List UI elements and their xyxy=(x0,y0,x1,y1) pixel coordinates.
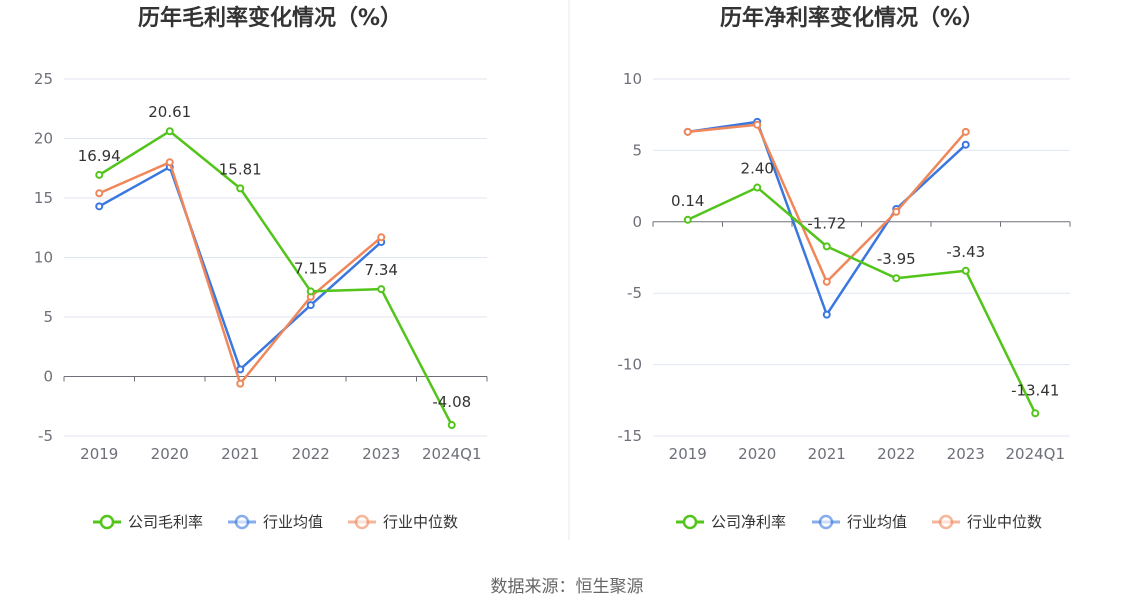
y-tick-label: -10 xyxy=(618,356,643,374)
data-point xyxy=(961,127,970,136)
y-tick-label: 5 xyxy=(43,308,53,326)
series-line xyxy=(98,161,383,385)
legend-marker-icon xyxy=(818,514,834,530)
legend-marker-icon xyxy=(99,514,115,530)
data-label: 7.34 xyxy=(365,261,398,279)
data-label: -1.72 xyxy=(807,214,846,232)
data-point xyxy=(683,127,692,136)
gross-margin-chart: 历年毛利率变化情况（%） -5 0 5 10 15 20 25 2019 2020 2021 2022… xyxy=(34,5,488,531)
series-line xyxy=(98,165,383,371)
data-point xyxy=(236,365,245,374)
y-tick-label: -15 xyxy=(618,427,643,445)
data-label: 16.94 xyxy=(78,147,121,165)
data-point xyxy=(165,127,174,136)
data-point xyxy=(236,184,245,193)
data-point xyxy=(961,266,970,275)
legend-marker-icon xyxy=(682,514,698,530)
data-label: 7.15 xyxy=(294,259,327,277)
series-line xyxy=(687,123,967,284)
data-point xyxy=(306,301,315,310)
legend-item[interactable]: 行业中位数 xyxy=(348,513,458,531)
data-label: 0.14 xyxy=(671,192,704,210)
data-label: -3.95 xyxy=(877,250,916,268)
x-tick-label: 2021 xyxy=(221,445,259,463)
legend-label: 行业中位数 xyxy=(967,513,1042,531)
data-point xyxy=(377,285,386,294)
legend-label: 行业中位数 xyxy=(383,513,458,531)
x-tick-label: 2024Q1 xyxy=(1005,445,1065,463)
x-tick-label: 2020 xyxy=(738,445,776,463)
series-line xyxy=(687,186,1037,414)
y-tick-label: 10 xyxy=(623,70,642,88)
data-point xyxy=(892,207,901,216)
x-tick-label: 2021 xyxy=(808,445,846,463)
y-tick-label: 15 xyxy=(34,189,53,207)
legend-item[interactable]: 行业均值 xyxy=(228,513,323,531)
y-tick-label: -5 xyxy=(627,284,642,302)
data-point xyxy=(95,189,104,198)
x-tick-label: 2022 xyxy=(292,445,330,463)
data-point xyxy=(822,310,831,319)
chart-title: 历年毛利率变化情况（%） xyxy=(138,5,402,31)
legend-label: 行业均值 xyxy=(847,513,907,531)
data-point xyxy=(1031,409,1040,418)
data-point xyxy=(95,202,104,211)
data-point xyxy=(753,183,762,192)
data-label: -13.41 xyxy=(1011,381,1059,399)
x-tick-label: 2024Q1 xyxy=(422,445,482,463)
legend-marker-icon xyxy=(234,514,250,530)
legend-marker-icon xyxy=(354,514,370,530)
data-point xyxy=(683,215,692,224)
legend-item[interactable]: 行业中位数 xyxy=(932,513,1042,531)
data-point xyxy=(753,120,762,129)
data-label: 2.40 xyxy=(741,160,774,178)
data-point xyxy=(892,274,901,283)
x-tick-label: 2023 xyxy=(947,445,985,463)
x-tick-label: 2019 xyxy=(669,445,707,463)
net-margin-chart: 历年净利率变化情况（%） -15 -10 -5 0 5 10 2019 2020 2021 2022… xyxy=(618,5,1071,531)
y-tick-label: 25 xyxy=(34,70,53,88)
y-tick-label: 20 xyxy=(34,130,53,148)
data-point xyxy=(306,287,315,296)
y-tick-label: 10 xyxy=(34,249,53,267)
legend-item[interactable]: 行业均值 xyxy=(812,513,907,531)
legend-item[interactable]: 公司毛利率 xyxy=(93,513,203,531)
y-tick-label: 5 xyxy=(632,141,642,159)
legend-marker-icon xyxy=(938,514,954,530)
series-line xyxy=(98,129,453,426)
data-point xyxy=(447,421,456,430)
data-point xyxy=(236,379,245,388)
y-tick-label: -5 xyxy=(38,427,53,445)
data-point xyxy=(822,277,831,286)
data-source: 数据来源：恒生聚源 xyxy=(491,577,644,597)
legend-label: 公司净利率 xyxy=(711,513,786,531)
data-label: -4.08 xyxy=(432,393,471,411)
data-label: 15.81 xyxy=(219,160,262,178)
legend-label: 行业均值 xyxy=(263,513,323,531)
data-label: -3.43 xyxy=(946,243,985,261)
data-point xyxy=(165,158,174,167)
x-tick-label: 2020 xyxy=(151,445,189,463)
legend-label: 公司毛利率 xyxy=(128,513,203,531)
y-tick-label: 0 xyxy=(632,213,642,231)
x-tick-label: 2019 xyxy=(80,445,118,463)
data-point xyxy=(377,233,386,242)
data-label: 20.61 xyxy=(148,103,191,121)
x-tick-label: 2023 xyxy=(362,445,400,463)
x-tick-label: 2022 xyxy=(877,445,915,463)
data-point xyxy=(822,242,831,251)
legend-item[interactable]: 公司净利率 xyxy=(676,513,786,531)
data-point xyxy=(95,170,104,179)
chart-title: 历年净利率变化情况（%） xyxy=(720,5,984,31)
data-point xyxy=(961,140,970,149)
y-tick-label: 0 xyxy=(43,368,53,386)
